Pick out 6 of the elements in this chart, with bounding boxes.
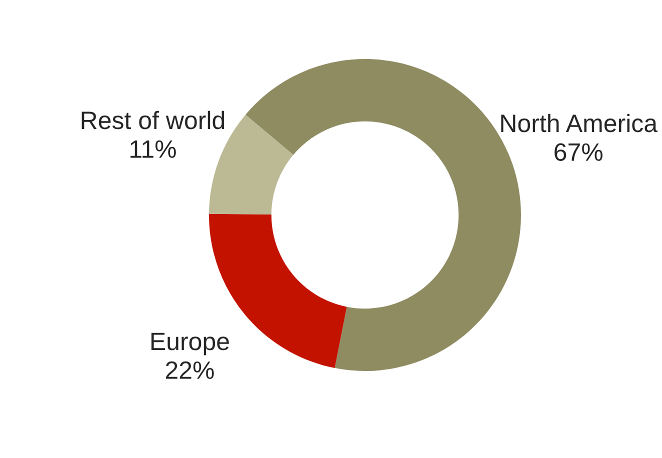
- slice-label: North America: [501, 114, 658, 132]
- data-label: 11%: [130, 140, 176, 158]
- data-label: 67%: [554, 143, 602, 161]
- data-label: 22%: [166, 361, 214, 379]
- slice-label: Europe: [151, 332, 229, 356]
- slice-label: Rest of world: [82, 110, 224, 130]
